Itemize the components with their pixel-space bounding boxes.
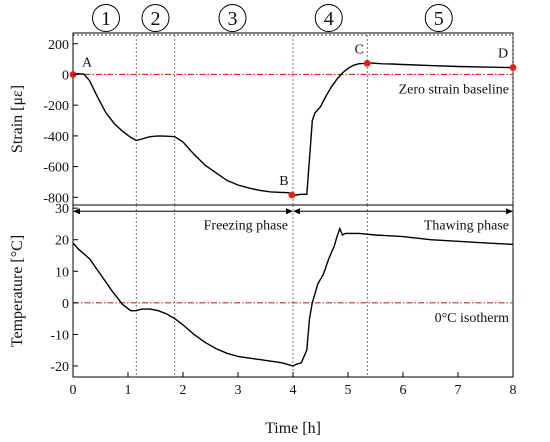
temperature-y-tick-label: 10 bbox=[55, 265, 69, 280]
strain-y-tick-label: -200 bbox=[43, 99, 69, 114]
temperature-y-tick-label: 30 bbox=[55, 202, 69, 217]
phase-arrow-head bbox=[73, 208, 80, 215]
strain-point-label: C bbox=[355, 42, 364, 57]
temperature-y-tick-label: 20 bbox=[55, 234, 69, 249]
freezing-phase-label: Freezing phase bbox=[204, 218, 288, 233]
baseline-label: Zero strain baseline bbox=[399, 82, 509, 97]
stage-markers: 1 2 3 4 5 bbox=[92, 4, 453, 32]
strain-point-marker bbox=[363, 60, 371, 67]
strain-key-points: A B C D bbox=[69, 42, 517, 199]
time-x-tick-label: 1 bbox=[125, 383, 132, 398]
stage-marker-label: 1 bbox=[101, 8, 111, 30]
strain-series-line bbox=[72, 62, 514, 196]
time-x-tick-label: 8 bbox=[510, 383, 517, 398]
stage-marker-label: 2 bbox=[151, 8, 161, 30]
phase-arrow-head bbox=[293, 208, 300, 215]
time-x-tick-label: 4 bbox=[290, 383, 297, 398]
strain-point-label: D bbox=[498, 47, 508, 62]
temperature-y-tick-label: -10 bbox=[50, 328, 69, 343]
phase-arrow-head bbox=[286, 208, 293, 215]
stage-marker-label: 3 bbox=[228, 8, 238, 30]
thawing-phase-label: Thawing phase bbox=[424, 218, 509, 233]
strain-point-marker bbox=[509, 64, 517, 71]
strain-y-tick-label: -800 bbox=[43, 191, 69, 206]
strain-y-tick-label: -600 bbox=[43, 161, 69, 176]
temperature-y-axis: -20 -10 0 10 20 30 bbox=[50, 202, 78, 375]
strain-y-tick-label: -400 bbox=[43, 130, 69, 145]
time-x-tick-label: 3 bbox=[235, 383, 242, 398]
strain-point-marker bbox=[288, 191, 296, 199]
time-x-tick-label: 7 bbox=[455, 383, 462, 398]
stage-marker-circle bbox=[218, 4, 247, 32]
phase-arrows bbox=[73, 208, 513, 215]
strain-y-axis-label: Strain [με] bbox=[9, 85, 26, 153]
phase-arrow-head bbox=[506, 208, 513, 215]
time-x-tick-label: 2 bbox=[180, 383, 187, 398]
strain-y-tick-label: 0 bbox=[62, 68, 69, 83]
time-x-axis-label: Time [h] bbox=[265, 420, 321, 437]
stage-marker-circle bbox=[141, 4, 170, 32]
temperature-series-line bbox=[72, 226, 514, 367]
time-x-tick-label: 0 bbox=[70, 383, 77, 398]
temperature-y-axis-label: Temperature [°C] bbox=[9, 235, 26, 347]
stage-marker-circle bbox=[314, 4, 343, 32]
temperature-y-tick-label: 0 bbox=[62, 297, 69, 312]
stage-marker-label: 4 bbox=[324, 8, 334, 30]
stage-marker-circle bbox=[92, 4, 120, 32]
temperature-y-tick-label: -20 bbox=[50, 360, 69, 375]
strain-y-axis: -800 -600 -400 -200 0 200 bbox=[43, 38, 78, 206]
strain-point-label: B bbox=[279, 174, 288, 189]
strain-panel: A B C D -800 -600 -400 -200 0 200 Zero strain ba… bbox=[9, 32, 517, 206]
isotherm-label: 0°C isotherm bbox=[435, 311, 510, 326]
time-x-tick-label: 6 bbox=[400, 383, 407, 398]
temperature-panel: Freezing phase Thawing phase 0°C isother… bbox=[9, 202, 517, 437]
stage-boundaries-top bbox=[135, 35, 514, 205]
time-x-axis: 0 1 2 3 4 5 6 7 8 bbox=[70, 372, 517, 398]
strain-y-tick-label: 200 bbox=[48, 38, 69, 53]
stage-marker-circle bbox=[424, 4, 453, 32]
time-x-tick-label: 5 bbox=[345, 383, 352, 398]
stage-marker-label: 5 bbox=[434, 8, 444, 30]
strain-point-label: A bbox=[82, 55, 93, 70]
